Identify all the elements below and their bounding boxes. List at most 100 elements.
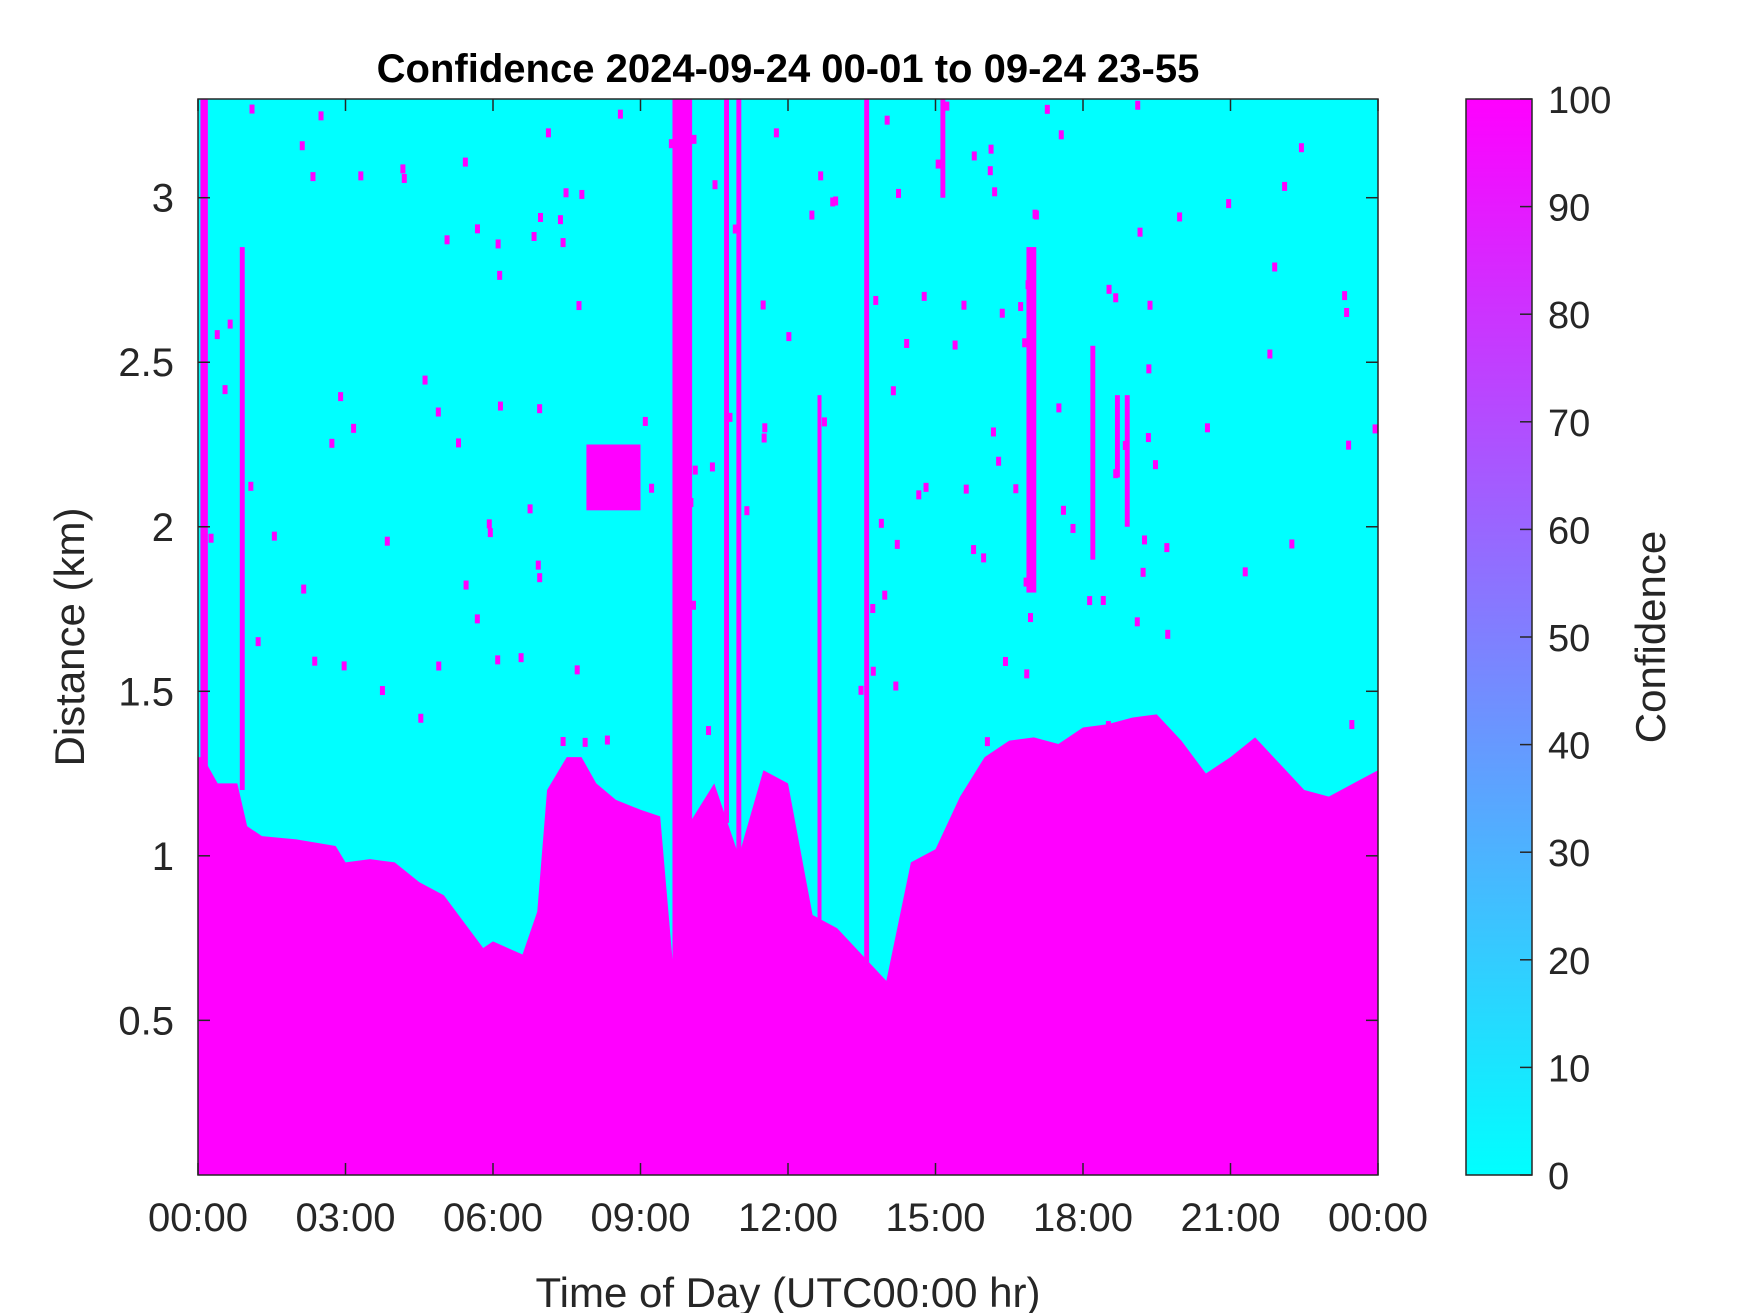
speckle-121 xyxy=(1058,130,1064,140)
speckle-124 xyxy=(462,157,468,167)
speckle-148 xyxy=(988,144,994,154)
speckle-12 xyxy=(527,504,533,514)
speckle-120 xyxy=(537,212,543,222)
speckle-126 xyxy=(579,189,585,199)
speckle-17 xyxy=(642,416,648,426)
speckle-69 xyxy=(576,301,582,311)
speckle-5 xyxy=(1070,523,1076,533)
speckle-158 xyxy=(318,111,324,121)
speckle-134 xyxy=(271,531,277,541)
speckle-123 xyxy=(436,661,442,671)
colorbar-tick-label-1: 10 xyxy=(1548,1048,1590,1090)
speckle-78 xyxy=(604,735,610,745)
speckle-55 xyxy=(474,224,480,234)
speckle-29 xyxy=(706,726,712,736)
speckle-56 xyxy=(680,464,686,474)
speckle-10 xyxy=(329,438,335,448)
x-tick-label-2: 06:00 xyxy=(443,1196,543,1240)
speckle-32 xyxy=(535,560,541,570)
colorbar-tick-label-7: 70 xyxy=(1548,403,1590,445)
x-tick-label-3: 09:00 xyxy=(590,1196,690,1240)
speckle-71 xyxy=(487,528,493,538)
speckle-54 xyxy=(563,188,569,198)
speckle-101 xyxy=(709,462,715,472)
speckle-114 xyxy=(987,166,993,176)
speckle-49 xyxy=(992,187,998,197)
speckle-59 xyxy=(1135,100,1141,110)
speckle-146 xyxy=(1137,227,1143,237)
speckle-50 xyxy=(873,295,879,305)
speckle-88 xyxy=(463,580,469,590)
speckle-57 xyxy=(208,533,214,543)
speckle-60 xyxy=(896,188,902,198)
y-tick-label-5: 3 xyxy=(152,177,174,221)
speckle-35 xyxy=(833,196,839,206)
speckle-119 xyxy=(227,319,233,329)
speckle-36 xyxy=(921,291,927,301)
speckle-62 xyxy=(497,401,503,411)
speckle-112 xyxy=(1044,104,1050,114)
speckle-94 xyxy=(1018,302,1024,312)
speckle-75 xyxy=(1142,535,1148,545)
y-tick-label-4: 2.5 xyxy=(118,341,174,385)
speckle-144 xyxy=(1113,469,1119,479)
y-axis: 0.5 1 1.5 2 2.5 3 xyxy=(118,177,1378,1043)
speckle-83 xyxy=(1027,513,1033,523)
speckle-125 xyxy=(1140,567,1146,577)
speckle-52 xyxy=(301,584,307,594)
streak-6 xyxy=(864,99,870,988)
speckle-110 xyxy=(400,164,406,174)
speckle-43 xyxy=(214,330,220,340)
streak-2 xyxy=(672,99,693,988)
streak-1 xyxy=(239,247,245,791)
high-confidence-region xyxy=(198,714,1378,1175)
speckle-139 xyxy=(870,666,876,676)
speckle-141 xyxy=(952,340,958,350)
speckle-51 xyxy=(299,141,305,151)
speckle-133 xyxy=(762,423,768,433)
x-tick-label-8: 00:00 xyxy=(1328,1196,1428,1240)
colorbar-tick-label-3: 30 xyxy=(1548,833,1590,875)
speckle-92 xyxy=(537,404,543,414)
colorbar-tick-label-0: 0 xyxy=(1548,1156,1569,1198)
speckle-70 xyxy=(617,499,623,509)
speckle-127 xyxy=(1113,293,1119,303)
speckle-132 xyxy=(486,519,492,529)
speckle-64 xyxy=(990,427,996,437)
speckle-26 xyxy=(1023,577,1029,587)
speckle-153 xyxy=(1025,280,1031,290)
speckle-44 xyxy=(963,484,969,494)
speckle-46 xyxy=(531,231,537,241)
speckle-27 xyxy=(649,483,655,493)
speckle-159 xyxy=(1146,364,1152,374)
speckle-131 xyxy=(379,686,385,696)
speckle-107 xyxy=(668,139,674,149)
speckle-37 xyxy=(222,385,228,395)
speckle-106 xyxy=(248,481,254,491)
vertical-streaks xyxy=(200,99,1130,1021)
speckle-53 xyxy=(732,224,738,234)
speckle-19 xyxy=(1087,596,1093,606)
speckle-149 xyxy=(677,437,683,447)
speckle-145 xyxy=(249,104,255,114)
speckle-116 xyxy=(904,338,910,348)
speckle-15 xyxy=(1165,629,1171,639)
speckle-30 xyxy=(495,655,501,665)
y-axis-label: Distance (km) xyxy=(46,507,93,766)
speckle-95 xyxy=(518,653,524,663)
speckle-87 xyxy=(617,109,623,119)
speckle-82 xyxy=(1106,284,1112,294)
colorbar-axis: 0 10 20 30 40 50 60 70 80 90 100 xyxy=(1520,80,1611,1198)
speckle-129 xyxy=(1177,212,1183,222)
speckle-1 xyxy=(944,101,950,111)
speckle-58 xyxy=(1033,210,1039,220)
speckle-13 xyxy=(1282,181,1288,191)
speckle-111 xyxy=(545,128,551,138)
speckle-103 xyxy=(1298,143,1304,153)
speckle-136 xyxy=(418,713,424,723)
streak-11 xyxy=(1124,395,1130,527)
speckle-97 xyxy=(351,423,357,433)
speckle-84 xyxy=(456,438,462,448)
speckle-33 xyxy=(690,600,696,610)
scattered-pixels xyxy=(208,100,1378,747)
